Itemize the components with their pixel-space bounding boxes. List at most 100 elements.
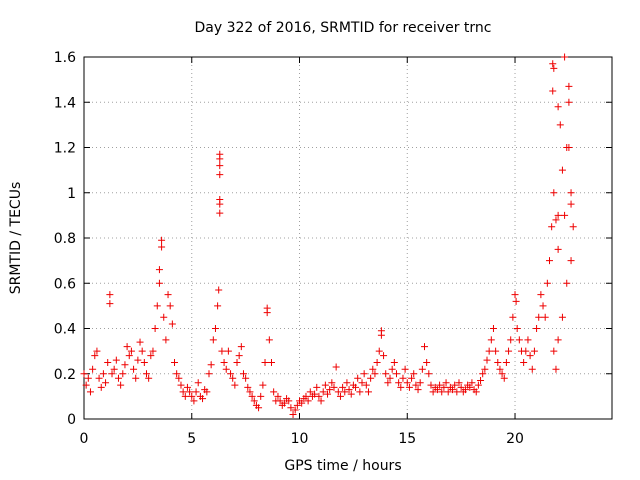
- data-point: [132, 374, 140, 382]
- data-point: [481, 365, 489, 373]
- data-point: [530, 347, 538, 355]
- data-point: [554, 211, 562, 219]
- data-point: [457, 383, 465, 391]
- data-point: [511, 291, 519, 299]
- data-point: [224, 347, 232, 355]
- data-point: [285, 397, 293, 405]
- data-point: [158, 236, 166, 244]
- data-point: [461, 386, 469, 394]
- data-point: [565, 98, 573, 106]
- x-tick-label: 10: [291, 431, 309, 447]
- data-point: [549, 60, 557, 68]
- x-tick-label: 0: [80, 431, 89, 447]
- data-point: [186, 388, 194, 396]
- data-point: [97, 383, 105, 391]
- data-point: [485, 347, 493, 355]
- data-point: [138, 347, 146, 355]
- data-point: [397, 383, 405, 391]
- data-point: [546, 257, 554, 265]
- data-point: [324, 390, 332, 398]
- data-point: [155, 266, 163, 274]
- data-point: [229, 374, 237, 382]
- data-point: [384, 379, 392, 387]
- data-point: [160, 313, 168, 321]
- data-point: [313, 383, 321, 391]
- data-points: [80, 53, 577, 418]
- data-point: [496, 365, 504, 373]
- data-point: [433, 386, 441, 394]
- data-point: [427, 381, 435, 389]
- x-axis-label: GPS time / hours: [284, 458, 401, 474]
- data-point: [505, 347, 513, 355]
- data-point: [289, 410, 297, 418]
- data-point: [345, 386, 353, 394]
- data-point: [123, 343, 131, 351]
- data-point: [408, 374, 416, 382]
- data-point: [231, 381, 239, 389]
- data-point: [522, 347, 530, 355]
- data-point: [106, 291, 114, 299]
- data-point: [489, 325, 497, 332]
- data-point: [304, 397, 312, 405]
- data-point: [155, 279, 163, 287]
- data-point: [192, 388, 200, 396]
- y-tick-label: 0: [67, 412, 76, 428]
- data-point: [541, 313, 549, 321]
- data-point: [552, 365, 560, 373]
- data-point: [142, 370, 150, 378]
- data-point: [99, 370, 107, 378]
- data-point: [550, 64, 558, 72]
- data-point: [121, 361, 129, 369]
- y-tick-label: 1.4: [54, 95, 76, 111]
- data-point: [246, 388, 254, 396]
- data-point: [190, 397, 198, 405]
- data-point: [360, 370, 368, 378]
- grid: [84, 57, 612, 419]
- data-point: [410, 370, 418, 378]
- data-point: [416, 379, 424, 387]
- data-point: [153, 302, 161, 310]
- data-point: [173, 370, 181, 378]
- x-tick-label: 20: [506, 431, 524, 447]
- data-point: [539, 302, 547, 310]
- data-point: [558, 313, 566, 321]
- data-point: [554, 103, 562, 111]
- data-point: [401, 365, 409, 373]
- data-point: [563, 279, 571, 287]
- data-point: [352, 383, 360, 391]
- data-point: [550, 189, 558, 197]
- y-tick-label: 0.2: [54, 367, 76, 383]
- data-point: [216, 200, 224, 208]
- data-point: [356, 388, 364, 396]
- data-point: [80, 370, 88, 378]
- y-tick-label: 0.4: [54, 322, 76, 338]
- data-point: [259, 381, 267, 389]
- data-point: [429, 388, 437, 396]
- data-point: [474, 381, 482, 389]
- data-point: [177, 381, 185, 389]
- data-point: [248, 392, 256, 400]
- data-point: [373, 358, 381, 366]
- data-point: [526, 352, 534, 360]
- data-point: [216, 155, 224, 163]
- data-point: [565, 82, 573, 90]
- data-point: [218, 347, 226, 355]
- y-tick-label: 1.2: [54, 141, 76, 157]
- data-point: [280, 399, 288, 407]
- data-point: [302, 392, 310, 400]
- data-point: [440, 383, 448, 391]
- data-point: [255, 404, 263, 412]
- data-point: [377, 331, 385, 339]
- data-point: [487, 336, 495, 344]
- data-point: [220, 358, 228, 366]
- x-tick-label: 15: [398, 431, 416, 447]
- data-point: [222, 365, 230, 373]
- data-point: [181, 392, 189, 400]
- y-tick-label: 1.6: [54, 50, 76, 66]
- data-point: [298, 399, 306, 407]
- data-point: [403, 379, 411, 387]
- data-point: [347, 390, 355, 398]
- data-point: [395, 379, 403, 387]
- data-point: [520, 358, 528, 366]
- data-point: [569, 223, 577, 231]
